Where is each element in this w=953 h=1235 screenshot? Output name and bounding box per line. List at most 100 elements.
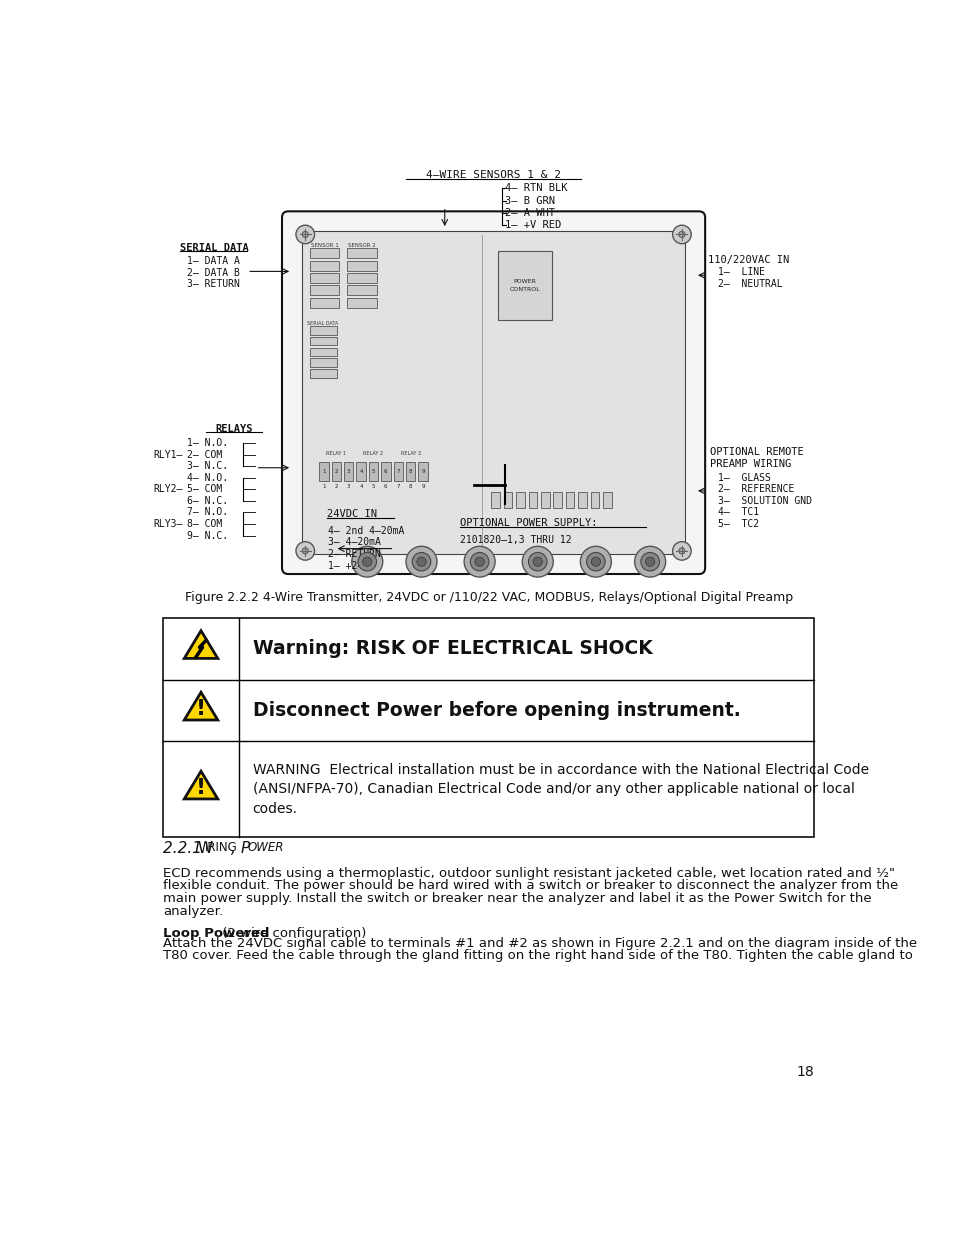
Text: Warning: RISK OF ELECTRICAL SHOCK: Warning: RISK OF ELECTRICAL SHOCK [253,640,652,658]
Circle shape [475,557,484,567]
Polygon shape [184,693,217,720]
Text: 2: 2 [335,484,337,489]
Text: 2– DATA B: 2– DATA B [187,268,240,278]
Circle shape [679,548,684,555]
Bar [347,273,376,283]
Text: RELAY 2: RELAY 2 [363,451,383,456]
Text: 7– N.O.: 7– N.O. [187,508,229,517]
Text: POWER: POWER [513,279,536,284]
Bar [553,493,561,508]
Text: 6: 6 [384,469,387,474]
Text: SENSOR 2: SENSOR 2 [348,243,375,248]
Circle shape [634,546,665,577]
Circle shape [579,546,611,577]
Bar [369,462,377,480]
Text: 2–  REFERENCE: 2– REFERENCE [717,484,793,494]
Text: 8: 8 [409,469,412,474]
Bar [590,493,598,508]
Text: 9: 9 [421,469,424,474]
Bar [347,261,376,270]
Bar [319,462,328,480]
Bar [381,462,390,480]
Text: OWER: OWER [248,841,284,855]
Text: 9– N.C.: 9– N.C. [187,531,229,541]
Text: 7: 7 [396,469,399,474]
Bar [310,358,336,367]
Bar [503,493,512,508]
FancyBboxPatch shape [282,211,704,574]
Text: (2 wire configuration): (2 wire configuration) [218,927,366,940]
Bar [491,493,499,508]
Text: T80 cover. Feed the cable through the gland fitting on the right hand side of th: T80 cover. Feed the cable through the gl… [163,950,912,962]
Text: analyzer.: analyzer. [163,905,223,918]
Bar [310,298,339,308]
Text: 4– N.O.: 4– N.O. [187,473,229,483]
Circle shape [406,546,436,577]
Text: WARNING  Electrical installation must be in accordance with the National Electri: WARNING Electrical installation must be … [253,763,868,816]
Text: 1– N.O.: 1– N.O. [187,438,229,448]
Text: 2–  NEUTRAL: 2– NEUTRAL [717,279,781,289]
Bar [578,493,586,508]
Bar [310,248,339,258]
Text: 3: 3 [347,484,350,489]
Circle shape [412,552,431,571]
Bar [332,462,340,480]
Text: 1–  GLASS: 1– GLASS [717,473,770,483]
Bar [344,462,353,480]
Text: RLY1–: RLY1– [153,450,183,459]
Text: 3– 4–20mA: 3– 4–20mA [328,537,381,547]
Text: IRING: IRING [204,841,237,855]
Text: 3– B GRN: 3– B GRN [505,195,555,205]
Bar [310,273,339,283]
Text: 4–WIRE SENSORS 1 & 2: 4–WIRE SENSORS 1 & 2 [426,169,560,180]
Text: OPTIONAL POWER SUPPLY:: OPTIONAL POWER SUPPLY: [459,519,598,529]
Text: 4– 2nd 4–20mA: 4– 2nd 4–20mA [328,526,404,536]
Text: OPTIONAL REMOTE: OPTIONAL REMOTE [709,447,802,457]
Circle shape [645,557,654,567]
Circle shape [521,546,553,577]
Text: SERIAL DATA: SERIAL DATA [307,321,338,326]
Bar [310,337,336,346]
Bar [356,462,365,480]
Circle shape [362,557,372,567]
Text: RLY3–: RLY3– [153,519,183,529]
Bar [516,493,524,508]
Circle shape [591,557,599,567]
Bar [602,493,611,508]
Text: 4: 4 [359,484,362,489]
Text: 1– DATA A: 1– DATA A [187,257,240,267]
Circle shape [672,225,691,243]
Text: 24VDC IN: 24VDC IN [327,509,376,519]
Text: 8: 8 [409,484,412,489]
Text: RLY2–: RLY2– [153,484,183,494]
Text: !: ! [195,699,206,719]
Text: !: ! [195,778,206,798]
Text: Loop Powered: Loop Powered [163,927,270,940]
Text: 110/220VAC IN: 110/220VAC IN [707,254,789,264]
Bar [347,285,376,295]
Text: 9: 9 [421,484,424,489]
Text: 4: 4 [359,469,362,474]
Bar [310,285,339,295]
Bar [310,369,336,378]
Text: W: W [197,841,213,856]
Bar [347,298,376,308]
Text: 1– +V RED: 1– +V RED [505,220,561,230]
Text: 6: 6 [384,484,387,489]
Bar [163,618,814,837]
Text: Disconnect Power before opening instrument.: Disconnect Power before opening instrume… [253,700,740,720]
Text: flexible conduit. The power should be hard wired with a switch or breaker to dis: flexible conduit. The power should be ha… [163,879,898,893]
Circle shape [352,546,382,577]
Bar [394,462,402,480]
Text: 1: 1 [322,484,325,489]
Text: 2– RETURN: 2– RETURN [328,550,381,559]
Circle shape [464,546,495,577]
Circle shape [640,552,659,571]
Bar [302,231,684,555]
Text: 4– RTN BLK: 4– RTN BLK [505,183,567,193]
Text: 5– COM: 5– COM [187,484,222,494]
Circle shape [295,225,314,243]
Text: SERIAL DATA: SERIAL DATA [179,243,248,253]
Text: Attach the 24VDC signal cable to terminals #1 and #2 as shown in Figure 2.2.1 an: Attach the 24VDC signal cable to termina… [163,936,917,950]
Bar [540,493,549,508]
